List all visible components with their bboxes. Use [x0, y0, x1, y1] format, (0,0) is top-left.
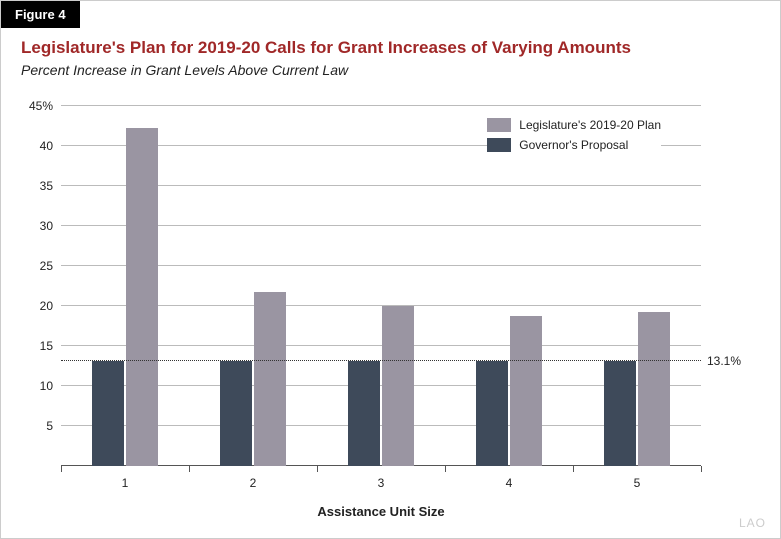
chart-subtitle: Percent Increase in Grant Levels Above C…	[21, 62, 760, 78]
x-tickmark	[701, 466, 702, 472]
legend-swatch	[487, 138, 511, 152]
y-tick-label: 30	[40, 219, 53, 233]
x-tickmark	[317, 466, 318, 472]
watermark: LAO	[739, 516, 766, 530]
y-tick-label: 10	[40, 379, 53, 393]
legend-label: Governor's Proposal	[519, 138, 628, 152]
bar	[92, 361, 124, 466]
legend-item: Legislature's 2019-20 Plan	[487, 118, 661, 132]
bar	[604, 361, 636, 466]
legend-item: Governor's Proposal	[487, 138, 661, 152]
reference-line-label: 13.1%	[707, 354, 741, 368]
x-tick-label: 4	[506, 476, 513, 490]
bar	[348, 361, 380, 466]
bar	[638, 312, 670, 466]
figure-label-tab: Figure 4	[1, 1, 80, 28]
reference-line	[61, 360, 701, 361]
bar	[382, 306, 414, 466]
x-tick-label: 3	[378, 476, 385, 490]
bar	[220, 361, 252, 466]
x-tickmark	[61, 466, 62, 472]
y-tick-label: 40	[40, 139, 53, 153]
y-tick-label: 20	[40, 299, 53, 313]
y-tick-label: 15	[40, 339, 53, 353]
y-tick-label: 35	[40, 179, 53, 193]
x-tick-label: 5	[634, 476, 641, 490]
legend-swatch	[487, 118, 511, 132]
chart-title: Legislature's Plan for 2019-20 Calls for…	[21, 38, 760, 58]
legend: Legislature's 2019-20 Plan Governor's Pro…	[487, 118, 661, 158]
figure-container: Figure 4 Legislature's Plan for 2019-20 …	[0, 0, 781, 539]
bar	[510, 316, 542, 466]
gridline	[61, 105, 701, 106]
x-axis-title: Assistance Unit Size	[317, 504, 444, 519]
legend-label: Legislature's 2019-20 Plan	[519, 118, 661, 132]
x-tickmark	[573, 466, 574, 472]
y-tick-label: 45%	[29, 99, 53, 113]
x-tickmark	[189, 466, 190, 472]
chart-plot-area: 51015202530354045%1234513.1%Legislature'…	[61, 106, 701, 466]
bar	[126, 128, 158, 466]
x-tick-label: 2	[250, 476, 257, 490]
x-tick-label: 1	[122, 476, 129, 490]
x-tickmark	[445, 466, 446, 472]
bar	[254, 292, 286, 466]
y-tick-label: 25	[40, 259, 53, 273]
header: Legislature's Plan for 2019-20 Calls for…	[1, 28, 780, 82]
bar	[476, 361, 508, 466]
y-tick-label: 5	[46, 419, 53, 433]
